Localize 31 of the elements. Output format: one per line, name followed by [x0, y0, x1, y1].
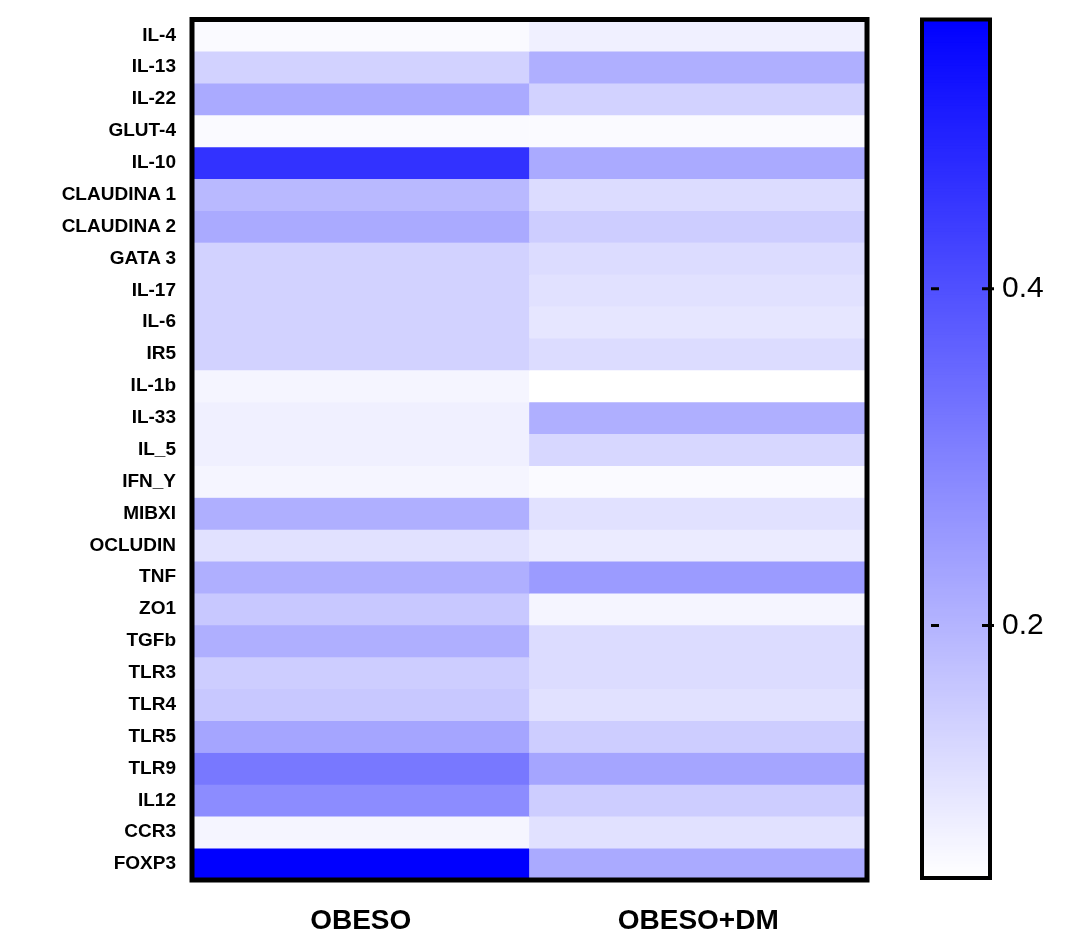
y-tick-label: CCR3 — [124, 820, 176, 842]
x-tick-label: OBESO — [310, 903, 412, 935]
x-tick-label: OBESO+DM — [617, 903, 779, 935]
y-tick-label: IL-10 — [131, 151, 176, 173]
y-tick-label: IL-33 — [131, 406, 176, 428]
y-tick-label: GLUT-4 — [108, 119, 177, 141]
y-tick-label: IL12 — [137, 788, 176, 810]
y-tick-label: TLR9 — [128, 756, 176, 778]
color-bar-label: 0.4 — [1002, 270, 1044, 304]
y-tick-label: TLR5 — [128, 724, 177, 746]
y-tick-label: IL-17 — [131, 278, 176, 300]
y-tick-label: GATA 3 — [109, 246, 176, 268]
y-tick-label: IL-22 — [131, 87, 176, 109]
y-tick-label: TLR4 — [128, 692, 177, 714]
y-tick-label: MIBXI — [123, 501, 176, 523]
y-tick-label: FOXP3 — [113, 852, 176, 874]
y-tick-label: TGFb — [126, 629, 176, 651]
y-tick-label: TNF — [139, 565, 176, 587]
y-tick-label: IFN_Y — [122, 469, 177, 491]
y-tick-label: OCLUDIN — [89, 533, 176, 555]
y-tick-label: IR5 — [146, 342, 177, 364]
y-tick-label: CLAUDINA 1 — [61, 182, 177, 204]
y-tick-label: IL-6 — [142, 310, 176, 332]
y-tick-label: IL-1b — [130, 374, 176, 396]
y-tick-label: ZO1 — [139, 597, 177, 619]
y-tick-label: CLAUDINA 2 — [61, 214, 176, 236]
y-tick-label: IL-4 — [142, 23, 177, 45]
y-tick-label: TLR3 — [128, 661, 176, 683]
y-tick-label: IL-13 — [131, 55, 176, 77]
y-tick-label: IL_5 — [137, 437, 177, 459]
color-bar-label: 0.2 — [1002, 606, 1044, 640]
